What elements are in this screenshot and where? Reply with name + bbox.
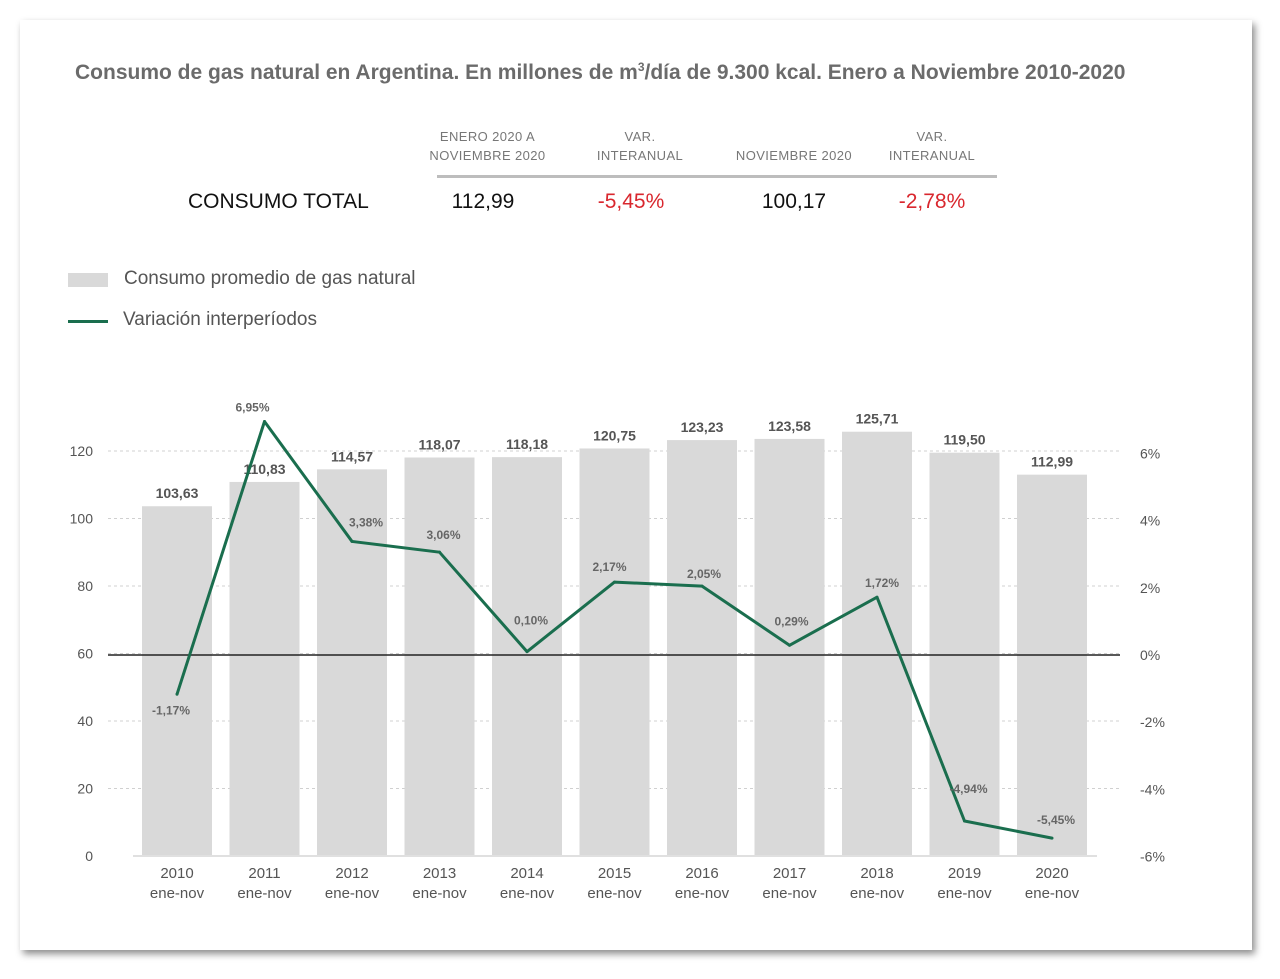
line-value-label: 0,29% [774,614,808,628]
bar [1017,474,1087,856]
left-axis-tick-label: 120 [70,443,94,459]
value-var-interanual-1: -5,45% [597,190,665,213]
category-label: 2016 [685,865,718,882]
right-axis-tick-label: 6% [1140,445,1160,461]
line-value-label: 2,05% [687,567,721,581]
category-label: 2019 [948,865,981,882]
right-axis-tick-label: 2% [1140,580,1160,596]
legend-line-label: Variación interperíodos [123,309,317,330]
line-point [438,550,441,554]
bar [754,438,825,856]
bar-value-label: 120,75 [593,427,636,443]
category-label: 2013 [423,865,456,882]
line-value-label: 3,06% [426,528,460,542]
line-value-label: 3,38% [349,515,383,529]
category-sublabel: ene-nov [150,885,205,902]
line-point [613,580,616,584]
left-axis-tick-label: 80 [77,578,93,594]
bar-value-label: 123,23 [681,419,724,435]
line-point [875,595,879,599]
category-sublabel: ene-nov [762,885,817,902]
header-rule [437,175,997,178]
line-point [350,539,354,543]
category-sublabel: ene-nov [675,885,730,902]
category-sublabel: ene-nov [500,885,555,902]
bar-value-label: 118,18 [506,436,548,452]
bar-value-label: 112,99 [1031,454,1073,470]
category-label: 2017 [773,865,806,882]
legend-bar-label: Consumo promedio de gas natural [124,268,416,289]
line-point [175,692,179,696]
bar [492,457,562,856]
legend-bar-swatch [68,273,108,287]
right-axis-tick-label: 4% [1140,513,1160,529]
line-value-label: 6,95% [235,400,269,414]
bar [404,457,475,856]
line-point [788,643,791,647]
category-sublabel: ene-nov [587,885,642,902]
bar-value-label: 118,07 [418,437,460,453]
category-sublabel: ene-nov [412,885,467,902]
category-label: 2010 [160,865,193,882]
left-axis-tick-label: 100 [70,511,94,527]
bar-value-label: 110,83 [243,461,285,477]
line-point [1050,836,1054,840]
header-var-interanual-1: VAR. INTERANUAL [596,129,684,163]
value-var-interanual-2: -2,78% [898,190,966,213]
category-label: 2012 [335,865,368,882]
left-axis-tick-label: 20 [77,781,93,797]
category-sublabel: ene-nov [237,885,292,902]
category-label: 2014 [510,865,543,882]
right-axis-tick-label: -4% [1140,781,1165,797]
value-noviembre-2020: 100,17 [761,190,827,213]
line-point [525,650,529,654]
bar [317,469,387,856]
value-ene-nov-2020: 112,99 [451,190,515,213]
bar [579,448,650,856]
category-label: 2011 [248,865,280,882]
bar [142,506,212,856]
left-axis-tick-label: 0 [85,848,93,864]
category-label: 2020 [1035,865,1068,882]
line-point [963,819,966,823]
bar [842,431,912,856]
line-value-label: 1,72% [865,576,899,590]
right-axis-tick-label: -2% [1140,714,1165,730]
legend-line-swatch [68,320,108,323]
category-label: 2018 [860,865,893,882]
header-ene-nov-2020: ENERO 2020 A NOVIEMBRE 2020 [429,129,546,163]
line-point [263,419,266,423]
bar [229,481,300,856]
category-label: 2015 [598,865,631,882]
category-sublabel: ene-nov [325,885,380,902]
bar-value-label: 103,63 [156,485,199,501]
header-var-interanual-2: VAR. INTERANUAL [888,129,976,163]
line-value-label: -5,45% [1037,813,1075,827]
left-axis-tick-label: 60 [77,646,93,662]
line-value-label: 0,10% [514,614,548,628]
category-sublabel: ene-nov [937,885,992,902]
bar-value-label: 123,58 [768,418,811,434]
right-axis-tick-label: 0% [1140,647,1160,663]
bar-value-label: 114,57 [331,448,373,464]
right-axis-tick-label: -6% [1140,849,1165,865]
bar-value-label: 125,71 [856,411,899,427]
line-value-label: -1,17% [152,703,190,717]
line-value-label: -4,94% [949,782,987,796]
chart-title: Consumo de gas natural en Argentina. En … [75,60,1126,84]
left-axis-tick-label: 40 [77,713,93,729]
row-label-consumo-total: CONSUMO TOTAL [188,190,369,213]
header-noviembre-2020: NOVIEMBRE 2020 [735,148,853,163]
line-point [700,584,704,588]
category-sublabel: ene-nov [1025,885,1080,902]
line-value-label: 2,17% [592,560,626,574]
bar [667,440,737,856]
category-sublabel: ene-nov [850,885,905,902]
bar-value-label: 119,50 [943,432,985,448]
